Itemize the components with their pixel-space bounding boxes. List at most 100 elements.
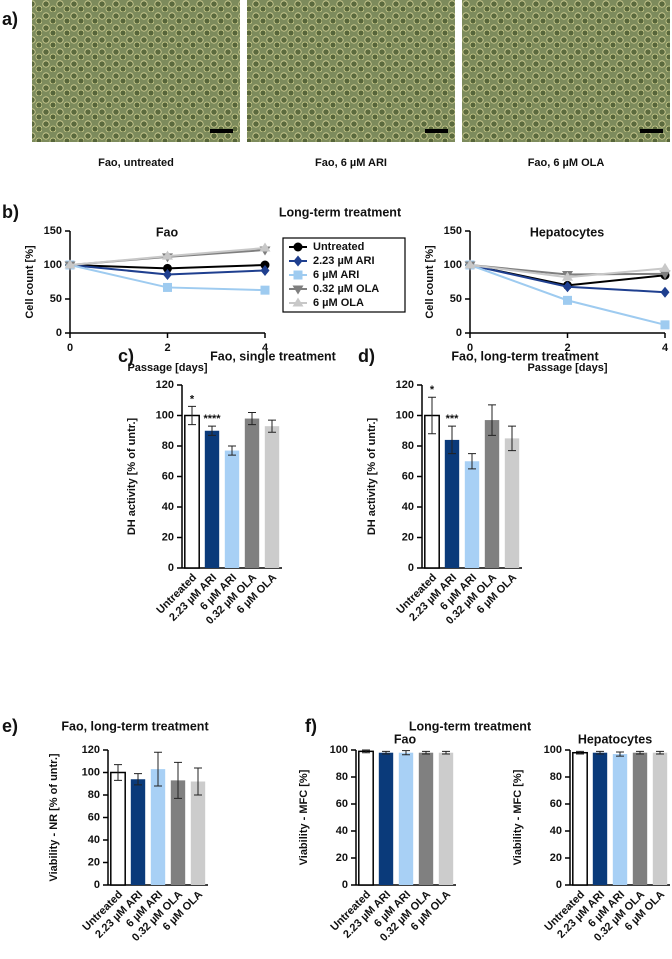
y-tick-label: 100 — [82, 766, 100, 778]
error-bar — [428, 396, 436, 435]
marker — [293, 255, 303, 267]
bar — [652, 752, 668, 885]
bar — [572, 751, 588, 886]
bar — [418, 752, 434, 885]
y-tick-label: 80 — [550, 771, 562, 783]
error-bar — [468, 453, 476, 470]
x-tick-label: 4 — [262, 342, 269, 354]
bar — [358, 750, 374, 886]
bar — [484, 420, 500, 568]
y-tick-label: 60 — [162, 470, 174, 482]
marker — [293, 242, 303, 252]
bar — [378, 752, 394, 885]
error-bar — [402, 750, 410, 756]
y-axis-label: Viability - MFC [%] — [298, 769, 310, 865]
y-tick-label: 100 — [444, 259, 462, 271]
bar — [264, 426, 280, 568]
marker — [563, 281, 572, 293]
group-title: Long-term treatment — [279, 205, 402, 219]
panel-label: c) — [118, 346, 134, 366]
caption: Fao, 6 µM ARI — [315, 157, 387, 169]
chart-title: Hepatocytes — [578, 732, 652, 746]
y-tick-label: 0 — [56, 327, 62, 339]
x-tick-label: 0 — [67, 342, 73, 354]
marker — [660, 320, 670, 330]
y-tick-label: 50 — [50, 293, 62, 305]
panel-label: e) — [2, 716, 18, 736]
significance: * — [430, 384, 435, 396]
y-tick-label: 150 — [44, 225, 62, 237]
x-tick-label: 0 — [467, 342, 473, 354]
bar — [150, 769, 166, 885]
error-bar — [194, 767, 202, 796]
marker — [293, 270, 303, 280]
bar — [612, 754, 628, 885]
y-tick-label: 40 — [88, 834, 100, 846]
legend-label: 6 µM OLA — [313, 297, 364, 309]
bar — [464, 461, 480, 568]
group-title: Long-term treatment — [409, 719, 532, 733]
error-bar — [154, 751, 162, 787]
y-tick-label: 100 — [544, 744, 562, 756]
y-axis-label: Viability - MFC [%] — [512, 769, 524, 865]
y-tick-label: 80 — [402, 440, 414, 452]
marker — [659, 270, 671, 280]
y-tick-label: 40 — [550, 825, 562, 837]
y-axis-label: Viability - NR [% of untr.] — [48, 753, 60, 881]
y-tick-label: 120 — [396, 379, 414, 391]
error-bar — [134, 773, 142, 786]
marker — [562, 271, 573, 281]
marker — [292, 285, 304, 295]
bar — [224, 450, 240, 568]
bar — [184, 414, 200, 569]
y-tick-label: 40 — [336, 825, 348, 837]
bar — [398, 752, 414, 885]
significance: * — [190, 393, 195, 405]
bar — [504, 438, 520, 568]
marker — [162, 250, 173, 260]
error-bar — [616, 751, 624, 757]
y-tick-label: 0 — [94, 879, 100, 891]
micrograph — [462, 0, 670, 142]
marker — [660, 286, 670, 298]
panel-label: b) — [2, 202, 19, 222]
chart-title: Fao, long-term treatment — [61, 719, 209, 733]
y-tick-label: 100 — [44, 259, 62, 271]
error-bar — [362, 749, 370, 754]
y-tick-label: 0 — [556, 879, 562, 891]
y-axis-label: Cell count [%] — [24, 245, 36, 319]
bar — [592, 752, 608, 885]
y-tick-label: 20 — [402, 531, 414, 543]
x-axis-label: Passage [days] — [127, 362, 207, 374]
chart-title: Fao, long-term treatment — [451, 349, 599, 363]
micrographs: a) Fao, untreated Fao, 6 µM ARI Fao, 6 µ… — [2, 0, 670, 169]
y-tick-label: 60 — [550, 798, 562, 810]
bar — [424, 414, 440, 569]
bar — [130, 779, 146, 885]
panel-label: d) — [358, 346, 375, 366]
y-tick-label: 100 — [156, 409, 174, 421]
error-bar — [636, 750, 644, 755]
marker — [64, 259, 76, 269]
bar — [204, 430, 220, 568]
x-tick-label: 4 — [662, 342, 669, 354]
legend-label: 0.32 µM OLA — [313, 283, 379, 295]
y-axis-label: DH activity [% of untr.] — [126, 417, 138, 535]
error-bar — [422, 750, 430, 755]
marker — [260, 264, 270, 276]
y-tick-label: 0 — [408, 562, 414, 574]
x-tick-label: 2 — [164, 342, 170, 354]
y-axis-label: DH activity [% of untr.] — [366, 417, 378, 535]
marker — [659, 262, 671, 272]
legend-label: 2.23 µM ARI — [313, 255, 375, 267]
y-tick-label: 20 — [550, 852, 562, 864]
bar — [444, 439, 460, 568]
y-tick-label: 80 — [162, 440, 174, 452]
y-tick-label: 20 — [88, 856, 100, 868]
error-bar — [248, 411, 256, 426]
marker — [163, 269, 172, 281]
error-bar — [114, 764, 122, 781]
y-tick-label: 60 — [336, 798, 348, 810]
bar — [190, 781, 206, 885]
error-bar — [508, 425, 516, 452]
